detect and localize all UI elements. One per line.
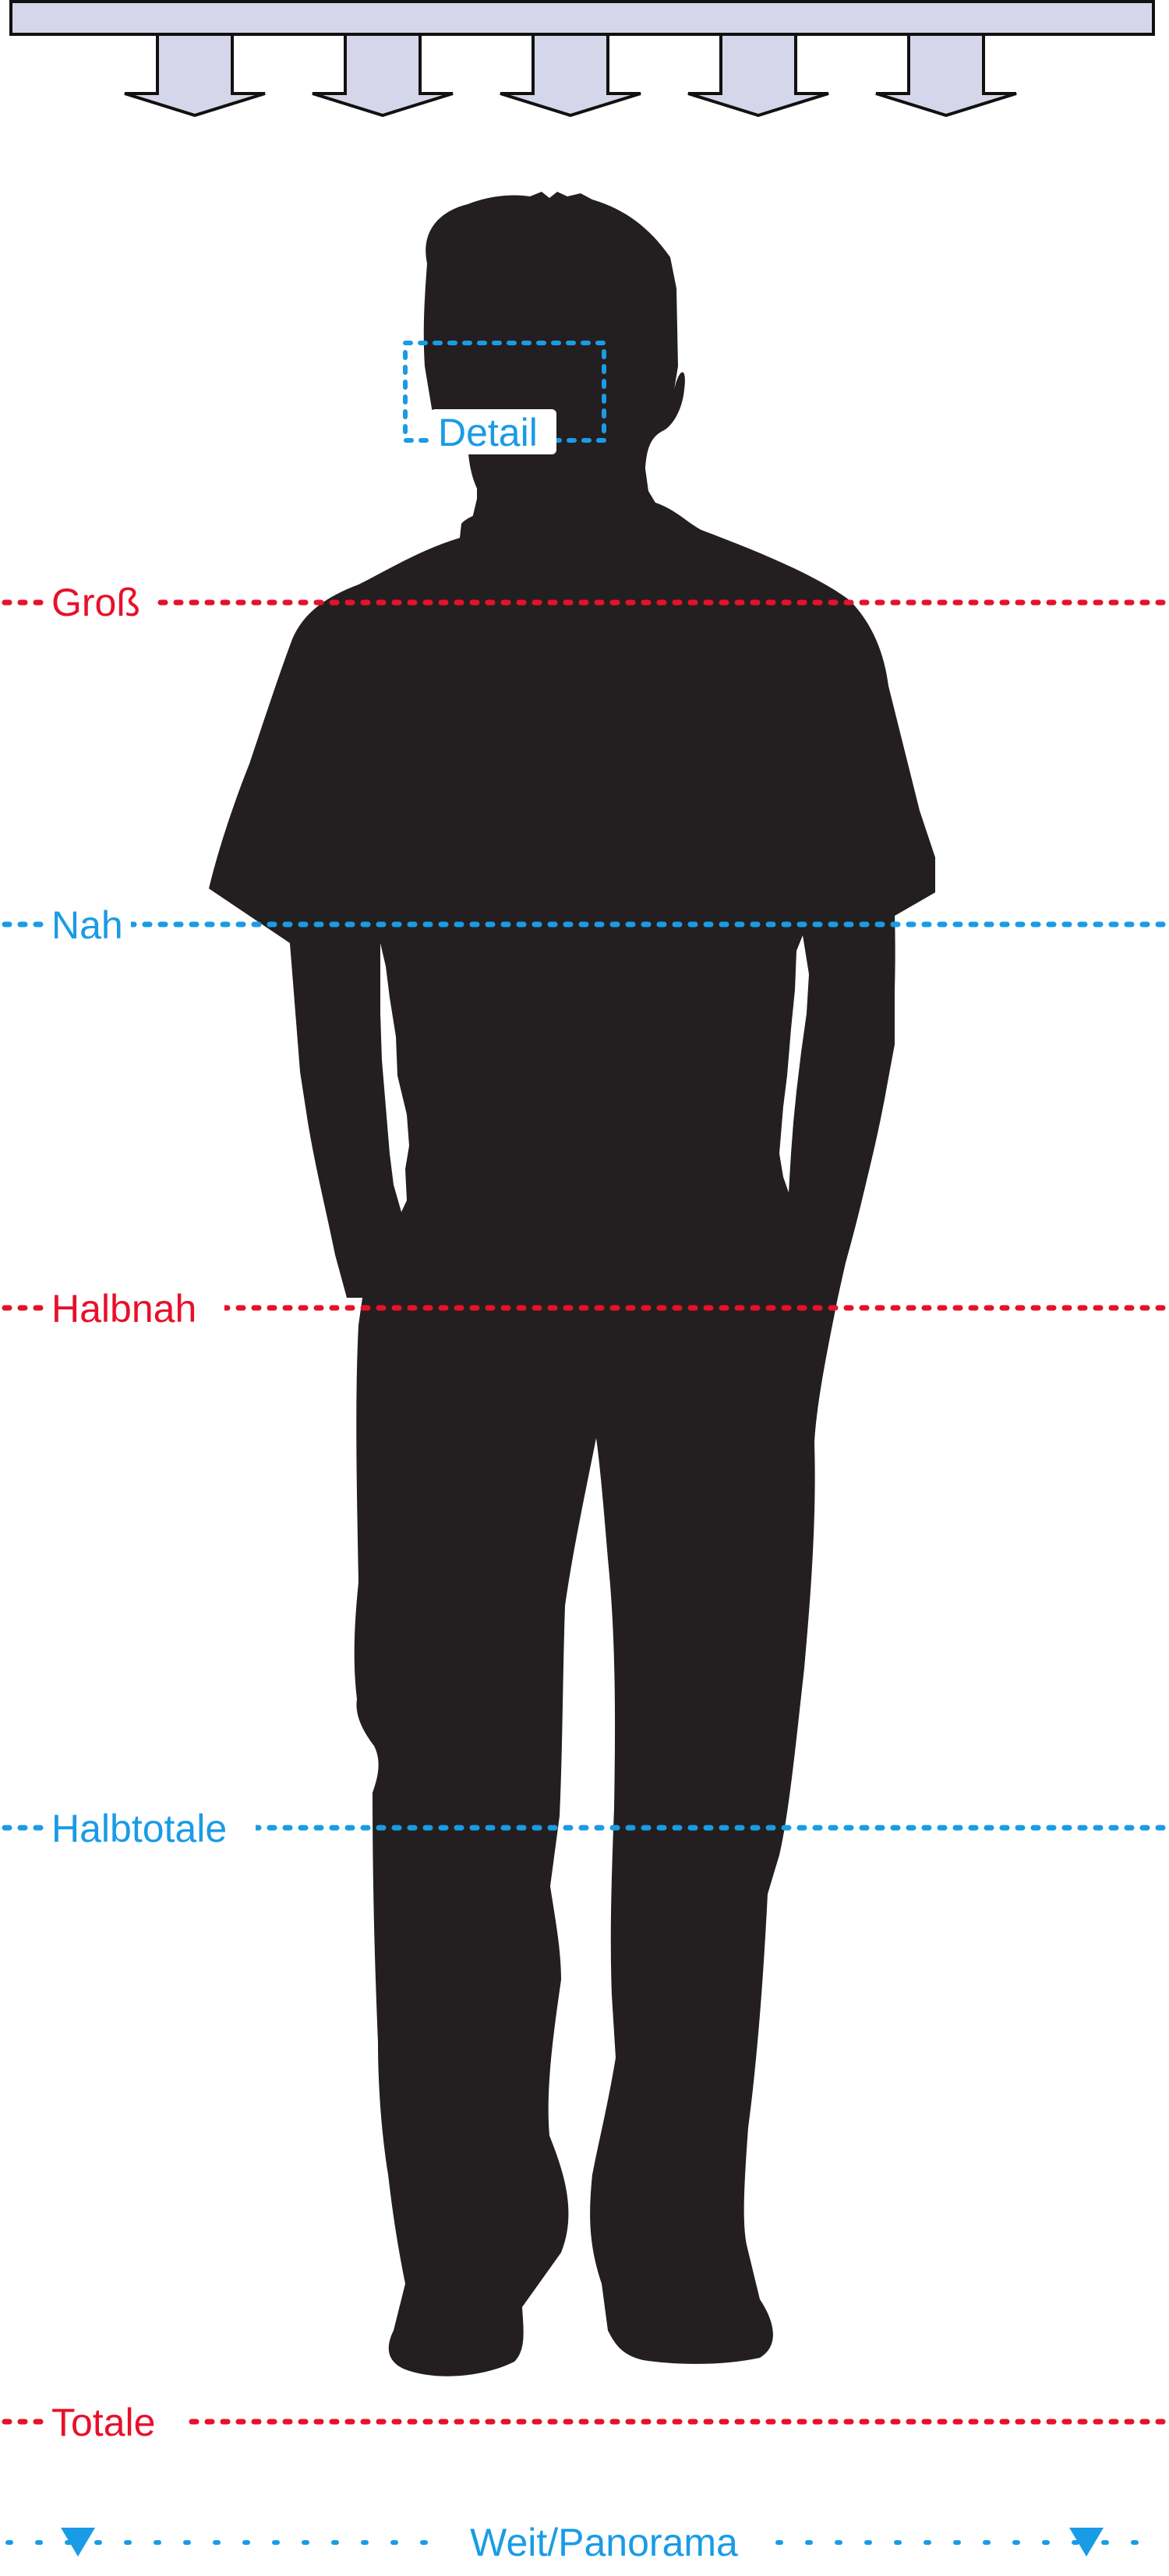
- shot-line-halbnah: Halbnah: [2, 1280, 1169, 1334]
- down-triangle-icon: [61, 2528, 95, 2557]
- camera-direction-arrow-icon: [124, 33, 266, 118]
- top-bar: [9, 0, 1155, 36]
- camera-direction-arrow-icon: [500, 33, 641, 118]
- shot-line-halbtotale: Halbtotale: [2, 1800, 1169, 1854]
- shot-line-gross: Groß: [2, 575, 1169, 630]
- camera-direction-arrow-icon: [875, 33, 1017, 118]
- shot-label-halbtotale: Halbtotale: [51, 1807, 227, 1850]
- shot-label-gross: Groß: [51, 581, 140, 624]
- shot-label-nah: Nah: [51, 903, 123, 947]
- shot-line-totale: Totale: [2, 2394, 1169, 2448]
- camera-arrows: [124, 33, 1017, 118]
- down-triangle-icon: [1069, 2528, 1104, 2557]
- detail-label-bg: [430, 409, 556, 454]
- shot-label-weit: Weit/Panorama: [470, 2521, 738, 2564]
- detail-label: Detail: [438, 411, 538, 454]
- person-silhouette-icon: [209, 192, 935, 2376]
- shot-label-totale: Totale: [51, 2401, 155, 2444]
- arm-gaps: [380, 935, 809, 1212]
- shot-line-nah: Nah: [2, 896, 1169, 951]
- shot-line-weit: Weit/Panorama: [5, 2516, 1164, 2571]
- shot-label-halbnah: Halbnah: [51, 1287, 196, 1330]
- camera-direction-arrow-icon: [687, 33, 829, 118]
- camera-direction-arrow-icon: [312, 33, 454, 118]
- detail-frame: Detail: [403, 341, 606, 454]
